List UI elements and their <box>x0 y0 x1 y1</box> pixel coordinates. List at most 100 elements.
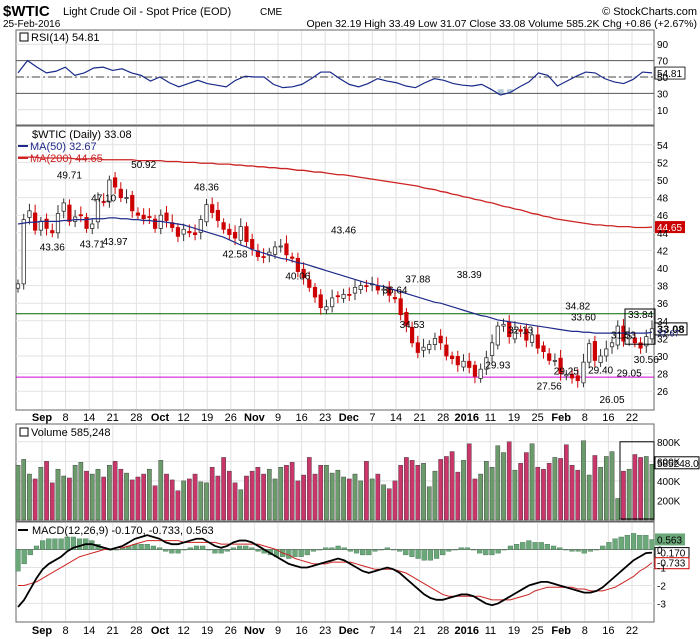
volume-bar <box>38 467 44 521</box>
macd-histogram-bar <box>513 544 520 550</box>
macd-histogram-bar <box>27 549 33 556</box>
x-tick-label-bottom: Feb <box>551 625 571 637</box>
macd-histogram-bar <box>193 545 200 550</box>
candle-body <box>495 325 500 346</box>
candle-body <box>489 342 495 356</box>
volume-bar <box>187 478 192 521</box>
rsi-tick: 30 <box>657 89 669 100</box>
candle-body <box>455 356 460 366</box>
candle-body <box>375 285 380 291</box>
volume-bar <box>649 464 655 521</box>
macd-histogram-bar <box>538 542 544 550</box>
x-tick-label-bottom: 26 <box>225 625 237 637</box>
candle-body <box>152 218 158 229</box>
volume-bar <box>472 478 478 521</box>
volume-bar <box>72 465 78 521</box>
macd-histogram-bar <box>415 549 421 559</box>
volume-bar <box>404 457 409 521</box>
volume-bar <box>15 465 21 521</box>
candle-body <box>501 323 506 327</box>
volume-bar <box>546 463 552 521</box>
volume-bar <box>89 473 95 521</box>
x-tick-label-bottom: 8 <box>582 625 588 637</box>
price-annotation: 30.56 <box>634 355 659 366</box>
candle-body <box>592 341 597 361</box>
macd-histogram-bar <box>163 549 169 552</box>
candle-body <box>113 177 118 188</box>
volume-bar <box>506 441 512 521</box>
candle-body <box>615 325 620 346</box>
volume-bar <box>592 455 598 521</box>
macd-histogram-bar <box>587 549 594 552</box>
macd-histogram-bar <box>446 549 452 552</box>
x-tick-label-bottom: Dec <box>339 625 359 637</box>
candle-body <box>232 231 238 239</box>
x-tick-label: 16 <box>602 412 614 424</box>
candle-body <box>364 285 369 288</box>
x-tick-label: 7 <box>369 412 375 424</box>
macd-histogram-bar <box>40 540 46 550</box>
volume-bar <box>352 473 358 521</box>
x-tick-label: 21 <box>413 412 425 424</box>
candle-body <box>392 297 398 300</box>
candle-body <box>15 283 21 289</box>
candle-body <box>84 216 89 229</box>
x-tick-label-bottom: 28 <box>130 625 142 637</box>
price-annotation: 27.56 <box>537 381 562 392</box>
macd-histogram-bar <box>181 549 187 551</box>
candle-body <box>118 188 123 199</box>
candle-body <box>141 214 146 220</box>
macd-badge-label: -0.170 <box>657 549 686 560</box>
macd-panel <box>15 521 655 623</box>
volume-tick: 600K <box>657 457 681 468</box>
x-tick-label-bottom: 25 <box>531 625 543 637</box>
macd-histogram-bar <box>255 549 261 552</box>
candle-body <box>130 194 135 212</box>
x-tick-label-bottom: 12 <box>177 625 189 637</box>
price-annotation: 33.60 <box>571 312 596 323</box>
x-tick-label: 22 <box>626 412 638 424</box>
volume-bar <box>461 460 466 521</box>
volume-bar <box>55 468 61 521</box>
macd-histogram-bar <box>470 549 477 551</box>
volume-bar <box>449 451 455 521</box>
volume-bar <box>638 457 643 521</box>
volume-bar <box>244 475 249 521</box>
x-tick-label: 16 <box>295 412 307 424</box>
candle-body <box>541 345 546 353</box>
volume-bar <box>529 443 535 521</box>
volume-bar <box>44 461 49 521</box>
volume-bar <box>489 467 495 521</box>
candle-body <box>335 295 340 298</box>
candle-body <box>569 374 575 379</box>
macd-histogram-bar <box>409 549 415 557</box>
candle-body <box>410 326 415 344</box>
macd-histogram-bar <box>569 549 575 552</box>
volume-bar <box>632 454 638 521</box>
volume-bar <box>169 479 175 521</box>
close-label: 33.08 <box>657 324 685 336</box>
macd-histogram-bar <box>501 549 507 551</box>
candle-body <box>609 342 615 348</box>
macd-histogram-bar <box>526 540 532 550</box>
candle-body <box>278 245 283 248</box>
rsi-line <box>17 59 653 96</box>
candle-body <box>387 286 392 296</box>
candle-body <box>192 232 198 235</box>
macd-histogram-bar <box>643 535 649 550</box>
candle-body <box>50 230 55 234</box>
candle-body <box>135 212 141 216</box>
x-tick-label-bottom: 21 <box>413 625 425 637</box>
macd-histogram-bar <box>581 549 587 554</box>
price-tick: 52 <box>657 158 669 169</box>
price-tick: 38 <box>657 282 669 293</box>
macd-histogram-bar <box>440 549 446 556</box>
macd-histogram-bar <box>563 549 569 551</box>
macd-histogram-bar <box>175 549 181 554</box>
candle-body <box>564 374 569 377</box>
macd-histogram-bar <box>624 535 630 550</box>
macd-histogram-bar <box>606 542 612 550</box>
volume-bar <box>301 474 306 521</box>
macd-histogram-bar <box>323 547 329 550</box>
